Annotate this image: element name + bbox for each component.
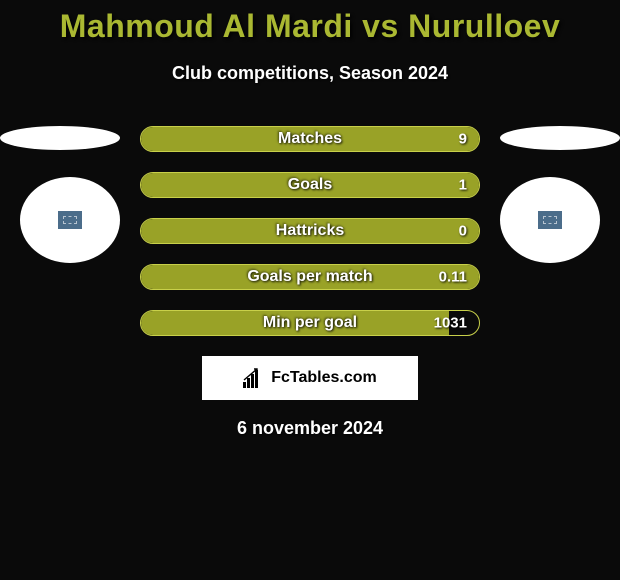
stat-row-matches: Matches 9 [140, 126, 480, 152]
stats-list: Matches 9 Goals 1 Hattricks 0 Goals per … [0, 126, 620, 336]
stat-value: 1031 [434, 315, 467, 332]
stat-row-goals-per-match: Goals per match 0.11 [140, 264, 480, 290]
stat-value: 1 [459, 177, 467, 194]
stat-label: Goals [288, 176, 332, 194]
stat-value: 9 [459, 131, 467, 148]
subtitle: Club competitions, Season 2024 [0, 63, 620, 84]
stat-row-goals: Goals 1 [140, 172, 480, 198]
brand-badge: FcTables.com [202, 356, 418, 400]
stat-label: Min per goal [263, 314, 357, 332]
stat-label: Hattricks [276, 222, 344, 240]
stat-label: Goals per match [247, 268, 372, 286]
stat-row-min-per-goal: Min per goal 1031 [140, 310, 480, 336]
comparison-card: Mahmoud Al Mardi vs Nurulloev Club compe… [0, 0, 620, 580]
page-title: Mahmoud Al Mardi vs Nurulloev [0, 0, 620, 45]
bars-icon [243, 368, 265, 388]
stat-label: Matches [278, 130, 342, 148]
stat-row-hattricks: Hattricks 0 [140, 218, 480, 244]
date-text: 6 november 2024 [0, 418, 620, 439]
brand-text: FcTables.com [271, 369, 377, 387]
stat-value: 0.11 [439, 269, 467, 286]
stat-value: 0 [459, 223, 467, 240]
